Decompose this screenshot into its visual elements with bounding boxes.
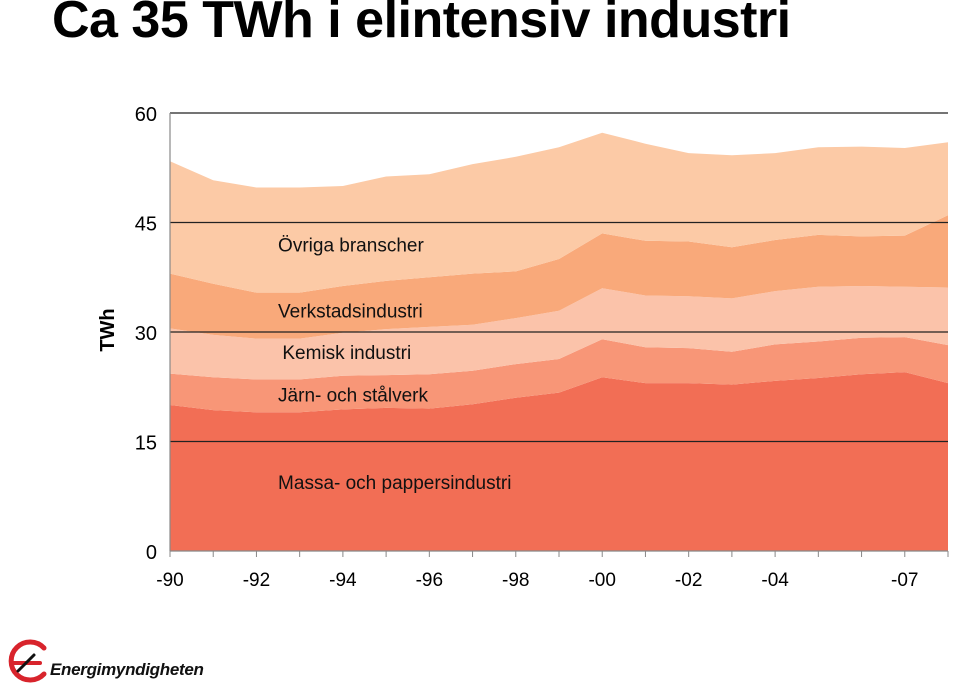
energimyndigheten-logo: Energimyndigheten	[4, 638, 204, 686]
area-kemisk	[170, 286, 948, 380]
x-tick-label: -07	[891, 570, 918, 591]
slide-title: Ca 35 TWh i elintensiv industri	[52, 0, 791, 49]
y-tick-label: 60	[135, 104, 157, 126]
x-axis-ticks: -90 -92 -94 -96 -98 -00 -02 -04 -07	[156, 570, 918, 591]
x-tick-label: -04	[761, 570, 789, 591]
area-verkstad	[170, 215, 948, 339]
y-axis-ticks: 0 15 30 45 60	[135, 104, 157, 564]
y-tick-label: 15	[135, 433, 157, 455]
series-label-massa: Massa- och pappersindustri	[278, 473, 511, 494]
x-tick-label: -96	[416, 570, 443, 591]
series-labels: Massa- och pappersindustri Järn- och stål…	[278, 236, 511, 494]
x-tick-label: -92	[243, 570, 270, 591]
series-label-jarn: Järn- och stålverk	[278, 385, 428, 406]
y-tick-label: 30	[135, 323, 157, 345]
stacked-area-chart: Massa- och pappersindustri Järn- och stål…	[97, 104, 949, 591]
series-label-kemisk: Kemisk industri	[282, 343, 411, 364]
y-axis-label: TWh	[97, 308, 119, 351]
x-tick-label: -90	[156, 570, 183, 591]
y-tick-label: 0	[146, 542, 157, 564]
series-label-ovriga: Övriga branscher	[278, 236, 424, 257]
x-tick-label: -94	[329, 570, 357, 591]
logo-text: Energimyndigheten	[50, 660, 204, 679]
x-tick-label: -98	[502, 570, 529, 591]
area-ovriga	[170, 132, 948, 293]
series-label-verkstad: Verkstadsindustri	[278, 301, 423, 322]
x-tick-label: -00	[588, 570, 615, 591]
y-tick-label: 45	[135, 214, 157, 236]
x-tick-label: -02	[675, 570, 702, 591]
area-layers	[170, 132, 948, 551]
area-jarn	[170, 337, 948, 413]
grid-lines	[169, 112, 949, 557]
area-massa	[170, 372, 948, 551]
logo-mark-icon	[8, 639, 47, 683]
